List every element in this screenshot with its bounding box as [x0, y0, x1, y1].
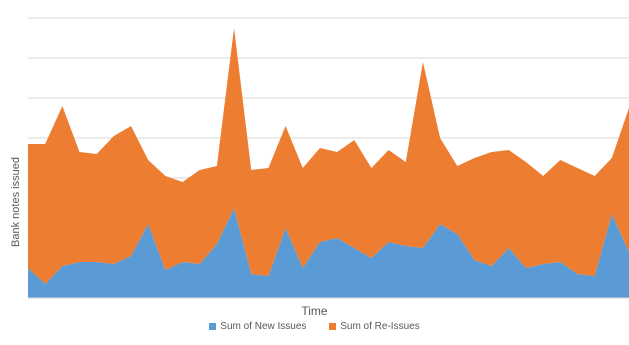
legend-label-new-issues: Sum of New Issues [220, 321, 307, 332]
area-series-new-issues [28, 208, 629, 298]
legend-swatch-re-issues [329, 323, 337, 330]
legend-item-re-issues: Sum of Re-Issues [329, 321, 420, 332]
x-axis-label: Time [301, 304, 328, 318]
legend-item-new-issues: Sum of New Issues [209, 321, 306, 332]
y-axis-label: Bank notes issued [10, 157, 22, 247]
legend-swatch-new-issues [209, 323, 217, 330]
legend-label-re-issues: Sum of Re-Issues [340, 321, 420, 332]
legend: Sum of New Issues Sum of Re-Issues [0, 321, 629, 333]
area-series-re-issues [28, 28, 629, 284]
